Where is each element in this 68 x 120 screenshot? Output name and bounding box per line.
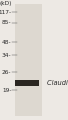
Bar	[15, 80, 39, 85]
Text: 26-: 26-	[2, 69, 12, 75]
Text: 19-: 19-	[2, 87, 12, 93]
Bar	[15, 4, 42, 116]
Text: 34-: 34-	[2, 53, 12, 58]
Text: Claudin 2: Claudin 2	[47, 80, 68, 86]
Text: (kD): (kD)	[0, 1, 12, 6]
Text: 117-: 117-	[0, 9, 12, 15]
Text: 48-: 48-	[2, 39, 12, 45]
Text: 85-: 85-	[2, 20, 12, 25]
